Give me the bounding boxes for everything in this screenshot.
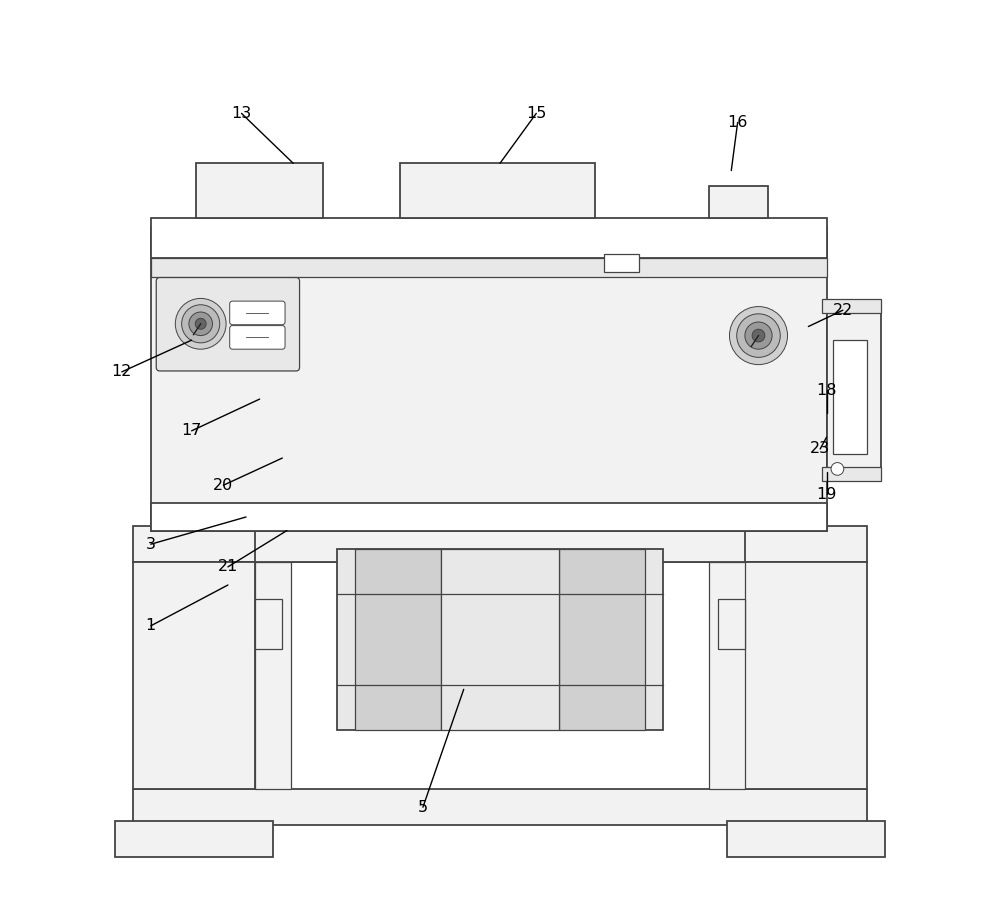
Bar xyxy=(133,562,255,789)
Bar xyxy=(337,549,663,730)
Circle shape xyxy=(752,329,765,342)
Bar xyxy=(196,163,323,218)
Text: 12: 12 xyxy=(112,365,132,379)
Text: 18: 18 xyxy=(816,383,837,397)
Text: 21: 21 xyxy=(218,560,238,574)
Circle shape xyxy=(737,314,780,357)
Circle shape xyxy=(745,322,772,349)
Bar xyxy=(559,549,645,730)
Circle shape xyxy=(189,312,212,336)
Bar xyxy=(822,299,881,313)
Text: 20: 20 xyxy=(213,478,233,493)
Text: 17: 17 xyxy=(181,424,202,438)
Bar xyxy=(151,258,827,277)
Text: 13: 13 xyxy=(231,106,252,121)
Bar xyxy=(255,526,745,562)
Bar xyxy=(400,163,595,218)
Bar xyxy=(151,227,827,531)
Bar xyxy=(833,340,867,454)
Bar xyxy=(727,821,885,857)
Text: 15: 15 xyxy=(526,106,546,121)
Text: 3: 3 xyxy=(146,537,156,551)
Text: 19: 19 xyxy=(816,487,837,502)
Text: 16: 16 xyxy=(727,115,748,130)
Bar xyxy=(133,789,867,825)
Circle shape xyxy=(729,307,788,365)
Text: 1: 1 xyxy=(146,619,156,633)
Bar xyxy=(745,562,867,789)
Bar xyxy=(718,599,745,649)
FancyBboxPatch shape xyxy=(156,278,300,371)
Bar xyxy=(151,218,827,258)
Circle shape xyxy=(195,318,206,329)
Bar xyxy=(151,503,827,531)
Circle shape xyxy=(175,298,226,349)
Text: 22: 22 xyxy=(833,303,853,317)
Bar xyxy=(709,186,768,218)
Bar xyxy=(604,254,639,272)
Bar xyxy=(822,467,881,481)
Bar xyxy=(133,526,867,562)
Bar xyxy=(255,599,282,649)
Text: 5: 5 xyxy=(418,800,428,814)
Circle shape xyxy=(182,305,220,343)
FancyBboxPatch shape xyxy=(230,326,285,349)
Bar xyxy=(441,549,559,730)
Bar xyxy=(827,308,881,481)
Text: 23: 23 xyxy=(810,442,830,456)
Bar xyxy=(355,549,441,730)
Bar xyxy=(115,821,273,857)
FancyBboxPatch shape xyxy=(230,301,285,325)
Circle shape xyxy=(831,463,844,475)
Bar xyxy=(255,562,291,789)
Bar xyxy=(709,562,745,789)
